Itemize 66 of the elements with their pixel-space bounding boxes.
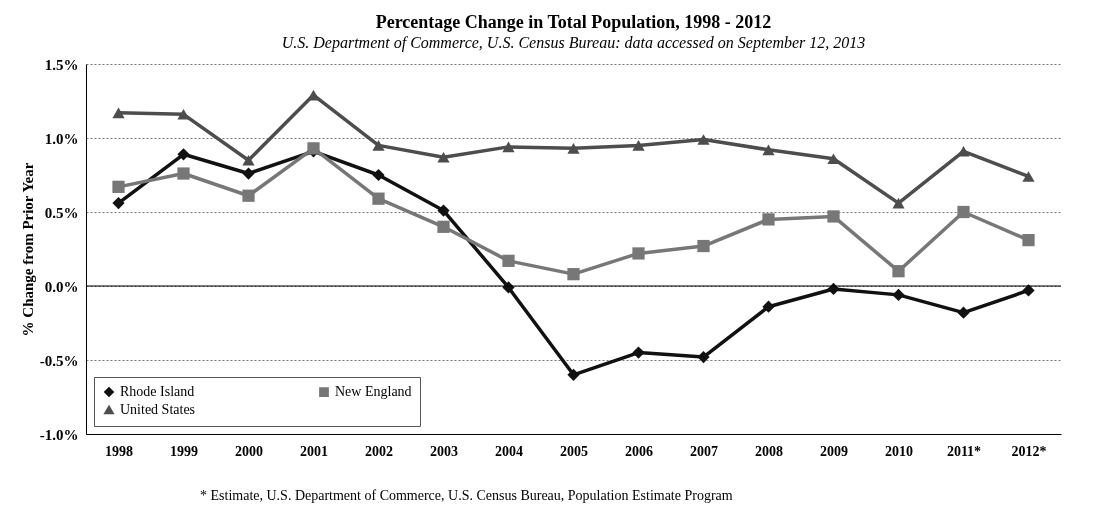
point bbox=[632, 140, 645, 151]
chart-subtitle: U.S. Department of Commerce, U.S. Census Bureau: data accessed on September 12, 2013 bbox=[281, 34, 866, 52]
x-tick-label: 2000 bbox=[235, 443, 263, 459]
y-tick-label: -0.5% bbox=[39, 352, 79, 369]
point bbox=[697, 134, 710, 145]
point bbox=[697, 350, 710, 364]
point bbox=[567, 368, 580, 381]
x-tick-label: 2007 bbox=[690, 443, 718, 459]
x-tick-label: 2003 bbox=[430, 443, 458, 459]
x-tick-label: 1999 bbox=[170, 443, 198, 459]
point bbox=[242, 154, 255, 166]
point bbox=[177, 109, 190, 120]
chart-title: Percentage Change in Total Population, 1998 - 2012 bbox=[375, 12, 772, 32]
point bbox=[632, 346, 645, 359]
point bbox=[177, 148, 190, 161]
point bbox=[697, 239, 710, 253]
x-tick-label: 2011* bbox=[946, 443, 982, 459]
legend-label: United States bbox=[120, 402, 196, 417]
point bbox=[1022, 284, 1035, 297]
text: * Estimate, U.S. Department of Commerce, U.S. Census Bureau, Population Estimate Program bbox=[200, 488, 733, 504]
point bbox=[762, 213, 775, 226]
point bbox=[567, 268, 580, 281]
point bbox=[372, 192, 385, 205]
y-tick-label: -1.0% bbox=[39, 426, 79, 443]
point bbox=[892, 197, 905, 209]
point bbox=[1022, 171, 1035, 182]
point bbox=[112, 107, 125, 119]
point bbox=[957, 306, 970, 319]
point bbox=[437, 204, 450, 217]
point bbox=[112, 180, 125, 193]
x-tick-label: 2009 bbox=[820, 443, 848, 459]
legend-label: New England bbox=[335, 384, 412, 400]
y-tick-label: 0.5% bbox=[44, 204, 79, 221]
y-tick-label: 1.5% bbox=[44, 56, 79, 73]
x-tick-label: 1998 bbox=[105, 443, 133, 459]
point bbox=[632, 247, 645, 260]
point bbox=[242, 189, 255, 202]
point bbox=[892, 288, 905, 301]
point bbox=[502, 254, 515, 267]
x-tick-label: 2010 bbox=[885, 443, 913, 459]
x-tick-label: 2006 bbox=[625, 443, 653, 459]
point bbox=[762, 144, 775, 156]
point bbox=[502, 141, 515, 153]
point bbox=[242, 167, 255, 180]
x-tick-label: 2001 bbox=[300, 443, 328, 459]
point bbox=[1022, 234, 1035, 247]
point bbox=[827, 210, 840, 223]
point bbox=[437, 220, 450, 233]
x-tick-label: 2008 bbox=[755, 443, 783, 459]
point bbox=[892, 265, 905, 278]
x-tick-label: 2004 bbox=[495, 443, 523, 459]
legend-label: Rhode Island bbox=[120, 384, 195, 400]
point bbox=[437, 151, 450, 163]
point bbox=[372, 168, 385, 182]
x-tick-label: 2012* bbox=[1011, 443, 1047, 459]
point bbox=[567, 143, 580, 154]
y-tick-label: 0.0% bbox=[44, 278, 79, 295]
point bbox=[112, 197, 125, 210]
y-axis-title: % Change from Prior Year bbox=[19, 162, 36, 337]
point bbox=[372, 140, 385, 151]
x-tick-label: 2002 bbox=[365, 443, 393, 459]
y-tick-label: 1.0% bbox=[44, 130, 79, 147]
point bbox=[957, 205, 970, 219]
x-tick-label: 2005 bbox=[560, 443, 588, 459]
point bbox=[762, 300, 775, 313]
point bbox=[177, 167, 190, 180]
